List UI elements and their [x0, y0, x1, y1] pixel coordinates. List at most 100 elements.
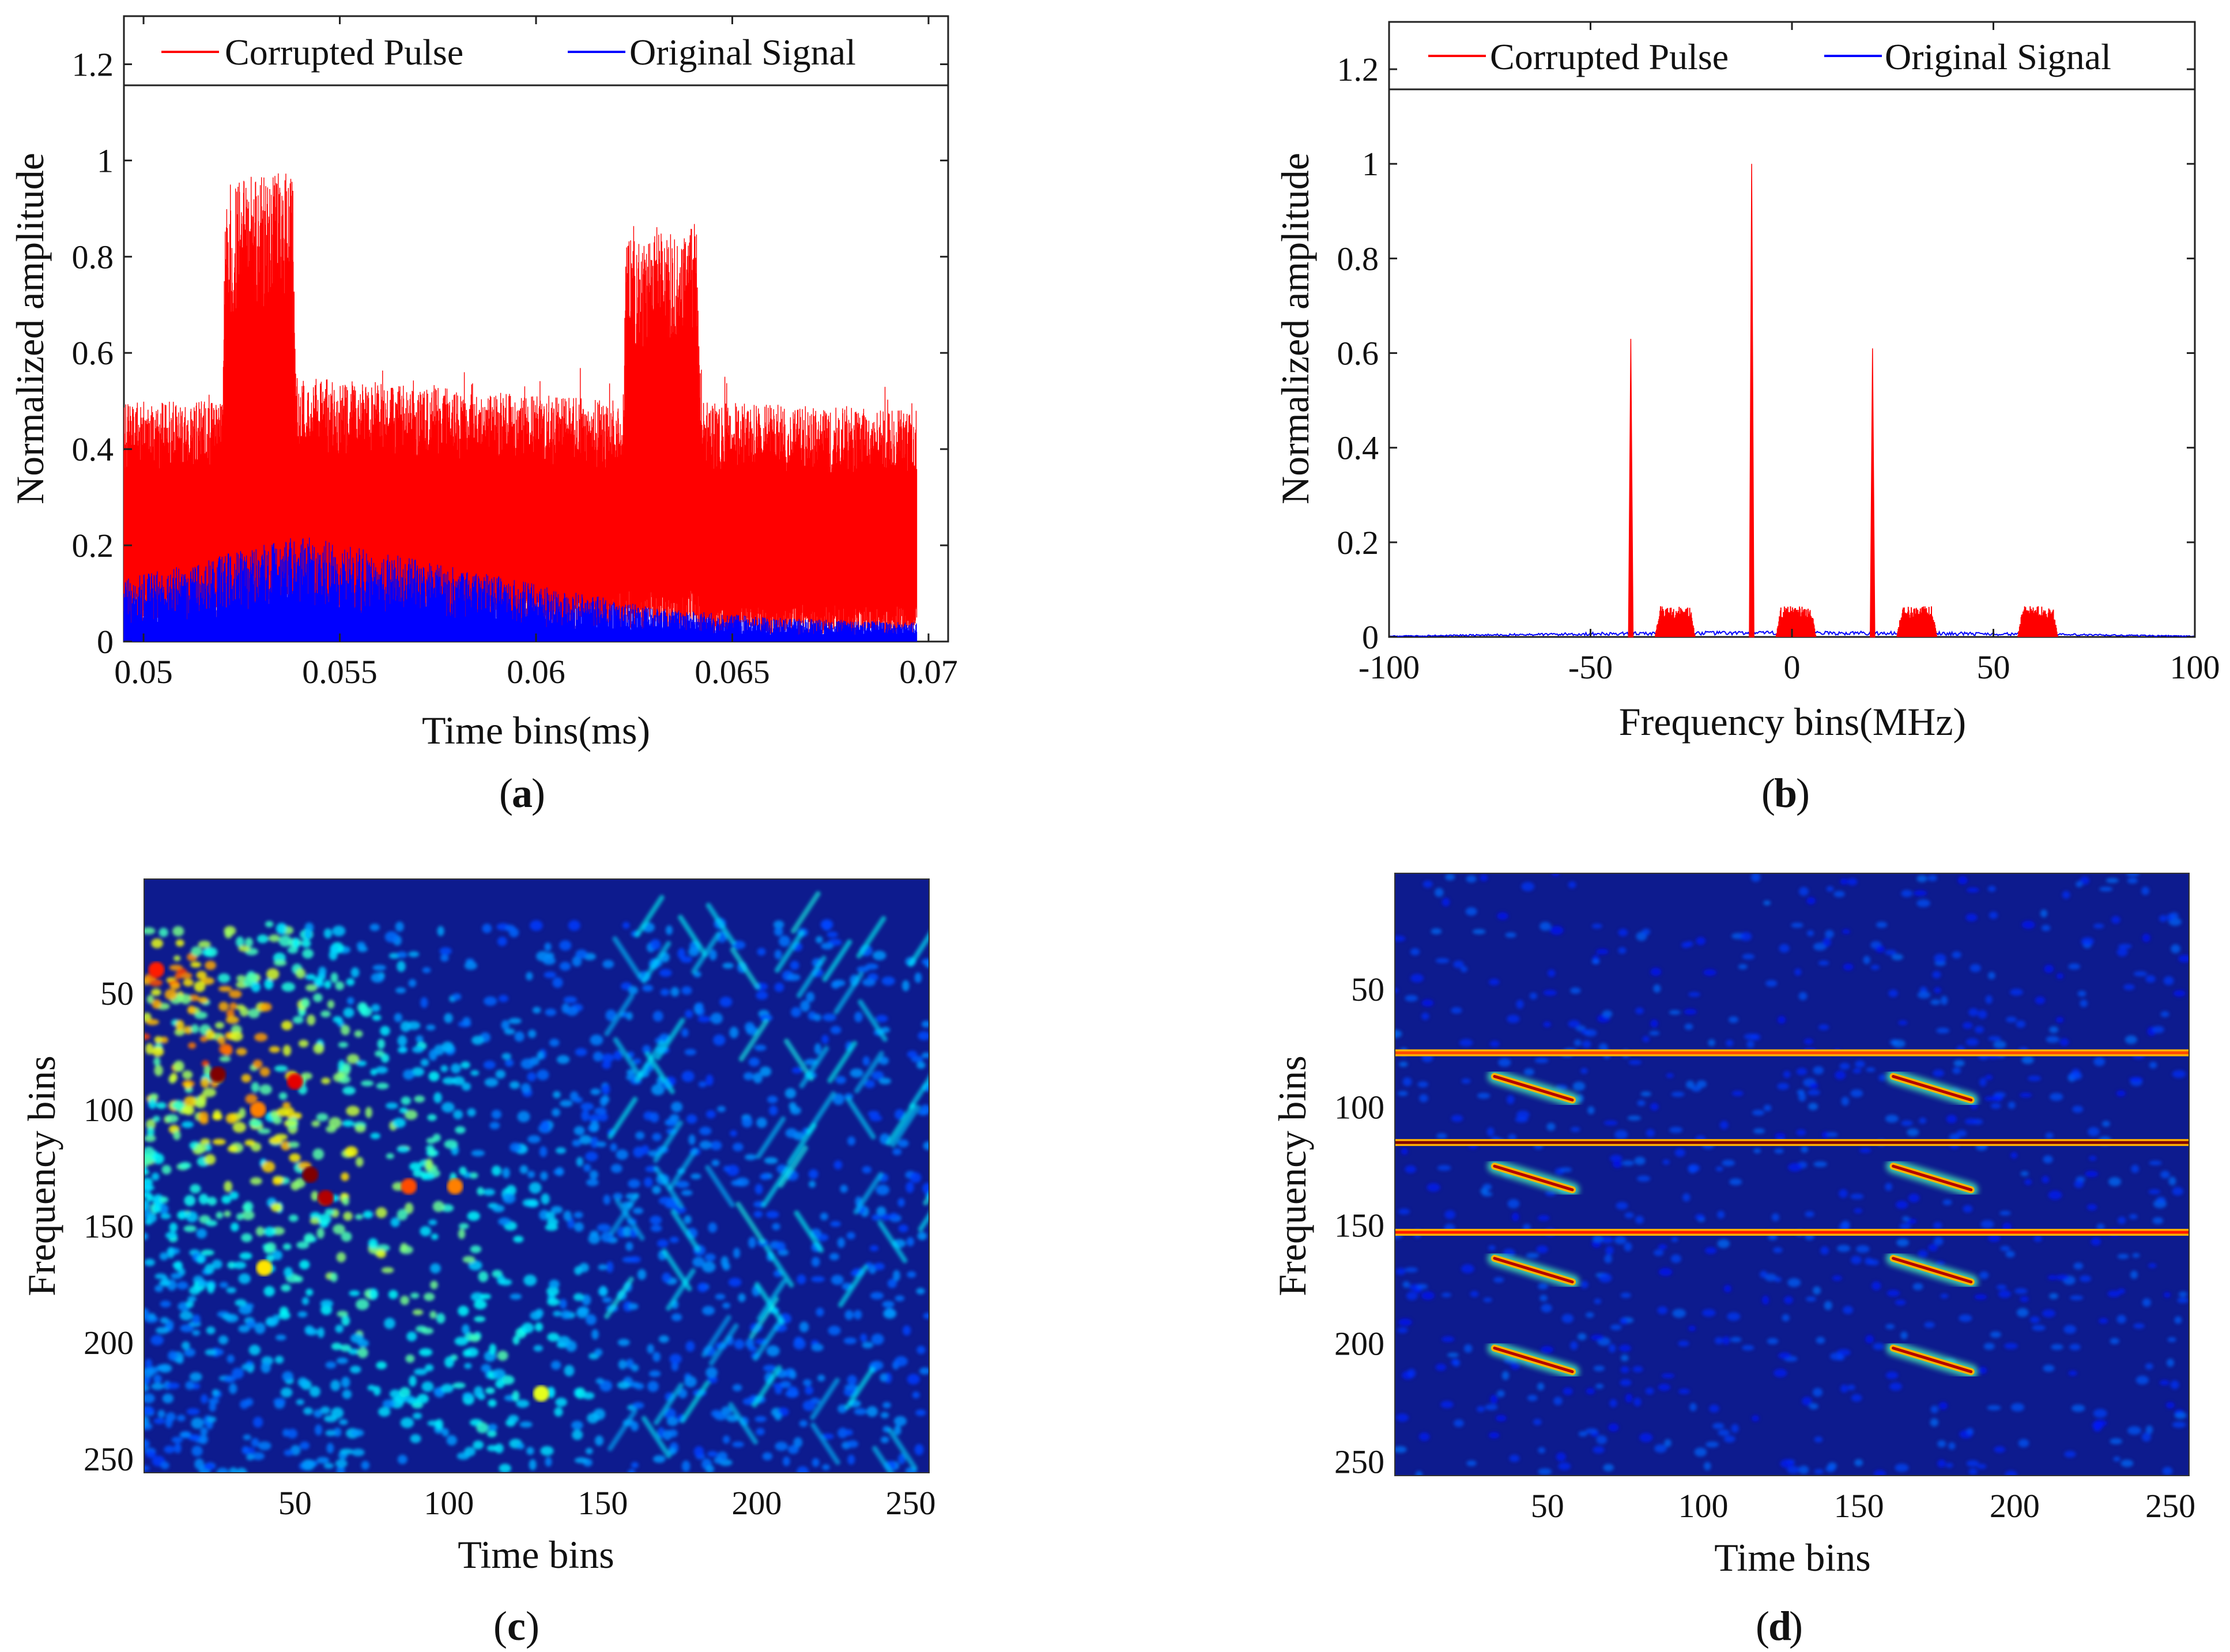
panel-d-noise — [2110, 1338, 2119, 1345]
panel-c-speckle — [502, 1167, 510, 1179]
panel-c-speckle — [897, 1139, 909, 1148]
panel-d-noise — [1847, 878, 1858, 886]
panel-d-noise — [1712, 1423, 1725, 1430]
panel-d-noise — [1726, 1039, 1734, 1047]
panel-c-speckle — [282, 1044, 292, 1057]
panel-c-speckle — [209, 1402, 216, 1412]
panel-d-noise — [1688, 992, 1700, 997]
panel-c-speckle — [495, 1443, 504, 1454]
panel-d-noise — [1398, 1091, 1408, 1096]
panel-c-speckle — [779, 935, 790, 947]
panel-c-speckle — [317, 1327, 324, 1338]
panel-d-noise — [2021, 921, 2035, 929]
panel-d-noise — [1946, 1115, 1957, 1123]
panel-c-speckle — [340, 1344, 352, 1352]
panel-c-speckle — [822, 1013, 836, 1021]
panel-c-y-tick-label: 200 — [84, 1324, 134, 1361]
panel-c-speckle — [573, 1222, 584, 1232]
panel-d-noise — [1451, 1007, 1462, 1014]
panel-c-speckle — [363, 1210, 373, 1219]
panel-c-speckle — [658, 1335, 669, 1343]
panel-c-speckle — [245, 1093, 258, 1104]
panel-c-speckle — [915, 1409, 926, 1416]
panel-c-speckle — [491, 1166, 501, 1176]
panel-d-noise — [1813, 1286, 1821, 1295]
panel-d-noise — [2108, 1177, 2122, 1186]
panel-d-noise — [2099, 887, 2113, 892]
panel-c-speckle — [376, 1083, 389, 1089]
panel-d-noise — [1465, 907, 1477, 916]
panel-c-speckle — [185, 1381, 195, 1390]
panel-c-speckle — [330, 1379, 341, 1391]
panel-c-speckle — [628, 1469, 636, 1473]
panel-d-noise — [1806, 930, 1814, 937]
panel-c-speckle — [151, 989, 161, 996]
panel-c-speckle — [555, 1167, 564, 1176]
panel-c-speckle — [310, 1212, 321, 1220]
panel-d-noise — [1752, 1415, 1760, 1422]
panel-c-speckle — [412, 1309, 424, 1315]
panel-c-speckle — [440, 1065, 448, 1072]
panel-c-speckle — [574, 1266, 583, 1275]
panel-c-speckle — [709, 949, 717, 961]
panel-c-speckle — [323, 1415, 338, 1423]
panel-c-speckle — [191, 946, 203, 957]
panel-c-speckle — [150, 1335, 164, 1345]
panel-c-speckle — [304, 1233, 315, 1243]
panel-c-speckle — [162, 1393, 174, 1404]
panel-c-speckle — [830, 1221, 841, 1227]
panel-c-speckle — [320, 1406, 330, 1415]
panel-c-speckle — [502, 1193, 516, 1204]
panel-d-noise — [1945, 1462, 1953, 1468]
panel-c-speckle — [169, 982, 180, 990]
panel-c-speckle — [323, 928, 333, 939]
panel-c-speckle — [684, 1376, 697, 1387]
panel-d-noise — [2020, 1171, 2029, 1176]
panel-c-streak — [609, 1193, 640, 1235]
panel-d-noise — [1635, 1007, 1644, 1014]
panel-c-speckle — [573, 1212, 583, 1219]
panel-c-speckle — [198, 997, 209, 1004]
panel-c-speckle — [880, 1373, 888, 1382]
panel-d-noise — [2118, 944, 2132, 949]
panel-d-noise — [1917, 991, 1931, 999]
panel-c-speckle — [521, 1322, 534, 1334]
panel-d-noise — [1540, 1346, 1553, 1353]
panel-c-speckle — [453, 1110, 463, 1119]
panel-d-noise — [1622, 1160, 1634, 1166]
panel-d-noise — [1863, 956, 1870, 964]
panel-d-heatmap — [1395, 873, 2189, 1476]
panel-d-noise — [2080, 1275, 2091, 1283]
panel-c-speckle — [310, 1217, 321, 1224]
panel-c-streak — [872, 1446, 894, 1473]
panel-c-speckle — [295, 1178, 305, 1188]
panel-d-noise — [1809, 1083, 1818, 1089]
panel-d-noise — [1620, 1379, 1632, 1386]
panel-d-noise — [1627, 1115, 1641, 1121]
panel-c-streak — [757, 1278, 787, 1322]
panel-d-noise — [1738, 964, 1748, 970]
panel-c-speckle — [586, 1178, 599, 1186]
panel-c-hotspot — [302, 1166, 319, 1183]
panel-c-speckle — [471, 1150, 485, 1157]
panel-d-noise — [1568, 881, 1576, 889]
panel-c-speckle — [754, 1044, 767, 1051]
panel-d-noise — [1990, 1331, 2001, 1338]
panel-c-speckle — [236, 1468, 247, 1473]
panel-c-speckle — [341, 1172, 349, 1181]
panel-d-noise — [1624, 1212, 1634, 1219]
panel-c-speckle — [729, 1027, 739, 1039]
panel-d-noise — [1990, 1103, 2001, 1109]
panel-c-speckle — [218, 1043, 233, 1055]
panel-c-speckle — [878, 1077, 892, 1085]
panel-c-speckle — [148, 1313, 156, 1320]
panel-d-noise — [1610, 1155, 1622, 1162]
panel-b-x-tick-label: 50 — [1977, 648, 2010, 686]
panel-d-noise — [2008, 1102, 2016, 1109]
panel-c-speckle — [343, 1008, 354, 1018]
panel-d-noise — [1512, 1212, 1519, 1221]
panel-d-noise — [1650, 1103, 1659, 1111]
panel-d-noise — [1670, 1254, 1681, 1263]
panel-c-speckle — [280, 1387, 293, 1398]
panel-c-speckle — [207, 1197, 217, 1206]
